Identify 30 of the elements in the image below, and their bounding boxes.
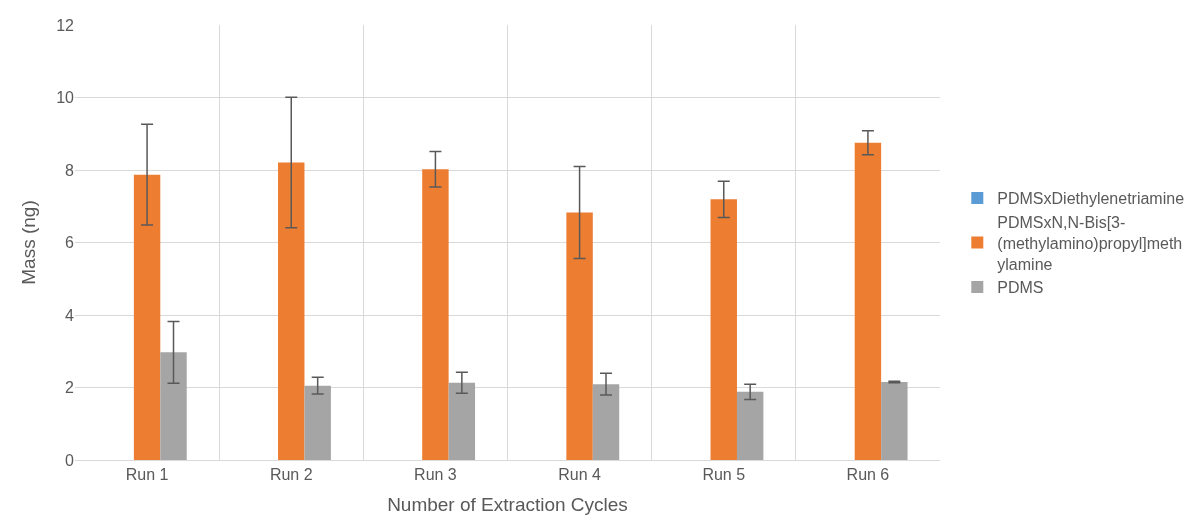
bar — [160, 352, 187, 460]
bar — [566, 212, 593, 460]
legend-label: PDMSxN,N-Bis[3-(methylamino)propyl]methylamine — [997, 213, 1183, 273]
x-axis-title: Number of Extraction Cycles — [387, 494, 628, 515]
bar — [448, 382, 476, 460]
x-tick-label: Run 2 — [269, 466, 313, 484]
x-tick-label: Run 5 — [702, 466, 746, 484]
x-tick-label: Run 6 — [846, 466, 890, 484]
y-tick-label: 10 — [56, 89, 75, 107]
bar — [304, 385, 331, 460]
legend-label: PDMS — [997, 279, 1044, 297]
y-axis-title: Mass (ng) — [18, 200, 40, 285]
bar — [592, 384, 620, 460]
legend-label: PDMSxDiethylenetriamine — [997, 190, 1185, 208]
y-tick-label: 12 — [56, 16, 75, 34]
bar — [854, 142, 882, 460]
bar — [881, 382, 908, 460]
bar — [278, 162, 305, 460]
y-tick-label: 8 — [65, 161, 75, 179]
bar — [422, 169, 449, 460]
x-tick-label: Run 1 — [125, 466, 169, 484]
y-tick-label: 0 — [65, 451, 75, 469]
x-tick-label: Run 4 — [558, 466, 602, 484]
y-tick-label: 4 — [65, 306, 75, 324]
x-tick-label: Run 3 — [414, 466, 457, 484]
bar — [736, 391, 764, 460]
bar — [133, 174, 161, 460]
y-tick-label: 2 — [65, 379, 75, 397]
bar — [710, 199, 737, 460]
y-tick-label: 6 — [65, 234, 75, 252]
